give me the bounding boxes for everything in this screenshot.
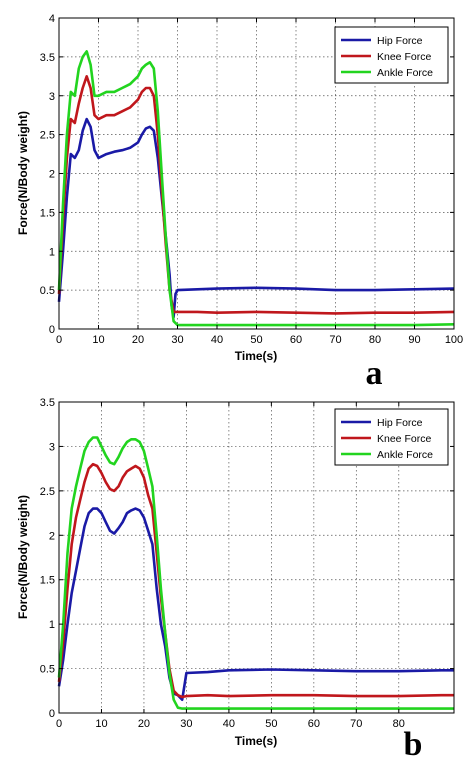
axes-frame [58, 401, 455, 714]
x-tick-label: 30 [180, 718, 192, 730]
x-tick-label: 50 [265, 718, 277, 730]
series-line-hip-force [57, 507, 454, 701]
y-tick-label: 1 [49, 619, 55, 631]
y-tick-label: 2 [49, 530, 55, 542]
panel-label: a [366, 355, 383, 392]
x-tick-label: 70 [350, 718, 362, 730]
y-tick-label: 2.5 [40, 486, 55, 498]
series-line-hip-force [57, 117, 455, 319]
x-tick-label: 80 [393, 718, 405, 730]
x-tick-label: 0 [56, 334, 62, 346]
x-tick-label: 80 [369, 334, 381, 346]
y-tick-label: 3 [49, 441, 55, 453]
y-tick-label: 3.5 [40, 52, 55, 64]
x-tick-label: 40 [223, 718, 235, 730]
series-line-ankle-force [57, 50, 455, 327]
x-axis-label: Time(s) [235, 349, 277, 363]
x-tick-label: 0 [56, 718, 62, 730]
x-tick-label: 60 [290, 334, 302, 346]
legend-label: Hip Force [377, 35, 423, 47]
x-tick-label: 50 [250, 334, 262, 346]
x-tick-label: 100 [445, 334, 463, 346]
y-tick-label: 2 [49, 169, 55, 181]
y-axis-label: Force(N/Body weight) [16, 495, 30, 619]
x-tick-label: 90 [408, 334, 420, 346]
y-tick-label: 1 [49, 246, 55, 258]
legend-label: Ankle Force [377, 67, 433, 79]
y-tick-label: 0.5 [40, 285, 55, 297]
x-tick-label: 20 [132, 334, 144, 346]
y-tick-label: 1.5 [40, 207, 55, 219]
x-tick-label: 70 [329, 334, 341, 346]
series-line-knee-force [57, 75, 455, 315]
legend-label: Hip Force [377, 417, 423, 429]
x-tick-label: 10 [92, 334, 104, 346]
panel-label: b [404, 726, 423, 761]
y-tick-label: 2.5 [40, 130, 55, 142]
y-tick-label: 0 [49, 324, 55, 336]
x-axis-label: Time(s) [235, 734, 277, 748]
chart-panel-b: Force(N/Body weight) Time(s) b 0 10 20 30 40… [16, 397, 455, 761]
y-axis-label: Force(N/Body weight) [16, 111, 30, 235]
y-tick-label: 0 [49, 708, 55, 720]
y-tick-label: 4 [49, 13, 55, 25]
chart-panel-a: Force(N/Body weight) Time(s) a 0 10 20 30 40… [16, 13, 463, 392]
y-tick-label: 0.5 [40, 664, 55, 676]
legend-label: Knee Force [377, 433, 431, 445]
legend-label: Knee Force [377, 51, 431, 63]
series-line-ankle-force [57, 436, 454, 710]
y-tick-label: 3.5 [40, 397, 55, 409]
y-tick-label: 1.5 [40, 575, 55, 587]
x-tick-label: 60 [308, 718, 320, 730]
legend: Hip Force Knee Force Ankle Force [334, 26, 449, 84]
y-tick-label: 3 [49, 91, 55, 103]
x-tick-label: 30 [171, 334, 183, 346]
x-tick-label: 20 [138, 718, 150, 730]
x-tick-label: 40 [211, 334, 223, 346]
legend: Hip Force Knee Force Ankle Force [334, 408, 449, 466]
series-line-knee-force [57, 462, 454, 699]
legend-label: Ankle Force [377, 449, 433, 461]
x-tick-label: 10 [95, 718, 107, 730]
